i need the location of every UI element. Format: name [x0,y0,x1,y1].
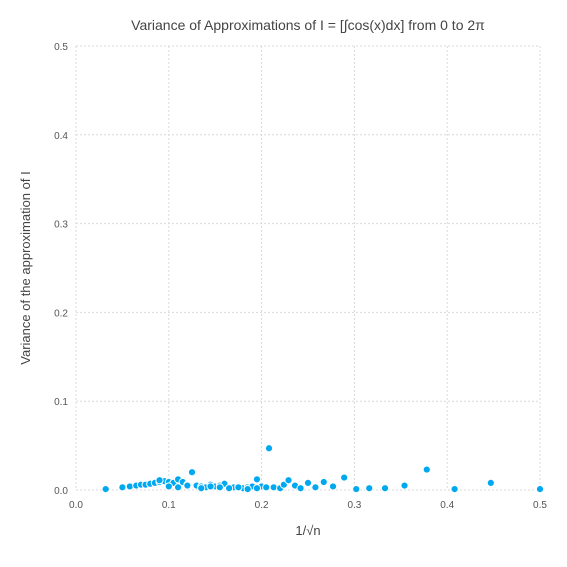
y-tick-label: 0.0 [54,486,68,497]
scatter-point [173,483,183,492]
scatter-point [183,481,192,490]
x-tick-label: 0.5 [533,500,547,511]
scatter-point [422,465,431,474]
scatter-point [450,485,459,494]
y-tick-label: 0.3 [54,220,68,231]
scatter-point [101,485,110,494]
scatter-point [164,482,173,491]
x-tick-label: 0.4 [440,500,454,511]
scatter-point [243,485,252,494]
scatter-point [486,478,495,487]
scatter-point [319,477,328,487]
scatter-point [340,473,349,482]
x-tick-label: 0.2 [255,500,269,511]
scatter-point [262,483,271,492]
y-tick-label: 0.5 [54,42,68,53]
point-layer [101,444,545,494]
scatter-point [535,485,545,494]
chart-title: Variance of Approximations of I = [∫cos(… [131,17,485,33]
scatter-point [311,483,320,492]
y-tick-label: 0.4 [54,131,68,142]
scatter-point [206,482,215,491]
x-axis-label: 1/√n [295,523,320,538]
scatter-point [252,484,262,493]
scatter-point [365,484,374,493]
scatter-point [225,484,234,493]
scatter-point [197,484,206,493]
x-tick-label: 0.1 [162,500,176,511]
y-axis-label: Variance of the approximation of I [18,171,33,364]
scatter-point [380,484,390,493]
y-tick-label: 0.2 [54,308,68,319]
grid-layer [75,45,541,491]
tick-layer: 0.0 0.1 0.2 0.3 0.4 0.5 0.0 0.1 0.2 0.3 0.4 0.5 [54,42,547,511]
x-tick-label: 0.3 [347,500,361,511]
x-tick-label: 0.0 [69,500,83,511]
scatter-point [264,444,274,453]
scatter-point [118,483,127,492]
scatter-point [187,468,197,477]
scatter-point [352,485,361,494]
y-tick-label: 0.1 [54,397,68,408]
scatter-point [155,476,164,485]
scatter-point [215,483,224,492]
scatter-point [303,478,313,487]
scatter-point [252,475,262,484]
scatter-point [328,482,338,491]
scatter-point [400,481,409,490]
scatter-point [284,476,293,485]
scatter-point [234,483,243,492]
scatter-point [296,484,305,493]
